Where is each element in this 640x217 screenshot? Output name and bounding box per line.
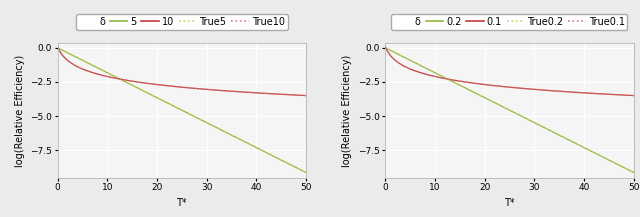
True0.2 [591, 151, 598, 154]
0.2 [529, 121, 537, 123]
True5 [205, 123, 213, 125]
0.1 [529, 88, 537, 90]
Line: 10: 10 [58, 47, 306, 95]
Y-axis label: log(Relative Efficiency): log(Relative Efficiency) [15, 54, 24, 167]
0.1 [533, 88, 541, 91]
True5 [202, 121, 209, 123]
0.2 [607, 159, 614, 162]
Line: True5: True5 [58, 48, 306, 173]
X-axis label: T*: T* [504, 198, 515, 208]
Line: 5: 5 [58, 48, 306, 173]
True0.1 [382, 47, 390, 50]
True0.1 [533, 88, 541, 91]
True5 [54, 46, 61, 49]
True10 [205, 88, 213, 91]
Line: True10: True10 [58, 47, 306, 95]
True0.1 [529, 88, 536, 90]
X-axis label: T*: T* [177, 198, 187, 208]
0.1 [529, 88, 536, 90]
True10 [201, 88, 209, 90]
10 [263, 92, 271, 95]
10 [54, 45, 61, 48]
0.2 [381, 46, 389, 49]
True5 [302, 171, 310, 174]
True10 [202, 88, 209, 90]
10 [201, 88, 209, 90]
Line: 0.1: 0.1 [385, 47, 634, 95]
0.1 [607, 93, 614, 96]
0.2 [630, 171, 637, 174]
0.2 [529, 120, 536, 123]
True0.1 [529, 88, 537, 90]
10 [202, 88, 209, 90]
True0.2 [533, 123, 541, 125]
True0.2 [382, 47, 390, 49]
Line: True0.1: True0.1 [385, 47, 634, 95]
5 [279, 159, 287, 162]
5 [54, 47, 62, 49]
5 [54, 46, 61, 49]
10 [54, 47, 62, 50]
Y-axis label: log(Relative Efficiency): log(Relative Efficiency) [342, 54, 353, 167]
Legend: δ, 5, 10, True5, True10: δ, 5, 10, True5, True10 [76, 14, 287, 30]
True10 [302, 94, 310, 97]
True0.1 [630, 94, 637, 97]
0.1 [591, 92, 598, 95]
Legend: δ, 0.2, 0.1, True0.2, True0.1: δ, 0.2, 0.1, True0.2, True0.1 [392, 14, 627, 30]
True0.1 [591, 92, 598, 95]
True0.1 [607, 93, 614, 96]
0.1 [630, 94, 637, 97]
Line: True0.2: True0.2 [385, 48, 634, 173]
True10 [54, 47, 62, 50]
True0.2 [607, 159, 614, 162]
0.2 [533, 123, 541, 125]
0.2 [382, 47, 390, 49]
10 [302, 94, 310, 97]
True10 [279, 93, 287, 96]
0.2 [591, 151, 598, 154]
True5 [54, 47, 62, 49]
0.1 [381, 45, 389, 48]
True5 [201, 120, 209, 123]
True0.1 [381, 45, 389, 48]
5 [263, 151, 271, 154]
5 [302, 171, 310, 174]
True0.2 [529, 121, 537, 123]
True5 [279, 159, 287, 162]
0.1 [382, 47, 390, 50]
True0.2 [630, 171, 637, 174]
True5 [263, 151, 271, 154]
10 [205, 88, 213, 91]
5 [205, 123, 213, 125]
5 [201, 120, 209, 123]
5 [202, 121, 209, 123]
True0.2 [529, 120, 536, 123]
True10 [54, 45, 61, 48]
True10 [263, 92, 271, 95]
Line: 0.2: 0.2 [385, 48, 634, 173]
10 [279, 93, 287, 96]
True0.2 [381, 46, 389, 49]
